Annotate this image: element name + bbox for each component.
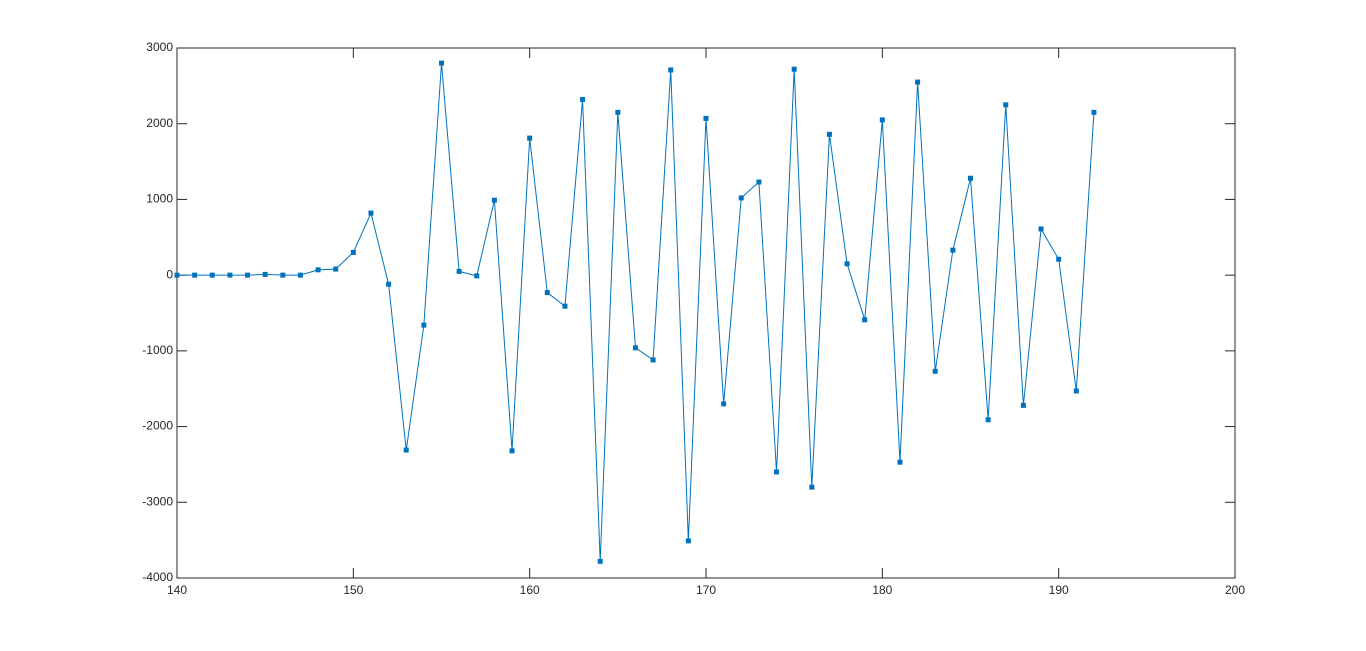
marker — [474, 273, 480, 279]
marker — [280, 272, 286, 278]
y-tick-label: 1000 — [146, 192, 173, 206]
marker — [174, 272, 180, 278]
marker — [421, 322, 427, 328]
x-tick-label: 190 — [1049, 583, 1069, 597]
y-tick-label: -4000 — [142, 570, 173, 584]
marker — [615, 109, 621, 115]
marker — [227, 272, 233, 278]
y-tick-label: -2000 — [142, 419, 173, 433]
y-tick-label: 3000 — [146, 40, 173, 54]
marker — [456, 268, 462, 274]
x-tick-label: 200 — [1225, 583, 1245, 597]
y-tick-label: -1000 — [142, 343, 173, 357]
x-tick-label: 160 — [520, 583, 540, 597]
marker — [844, 261, 850, 267]
marker — [262, 271, 268, 277]
marker — [1091, 109, 1097, 115]
marker — [668, 67, 674, 73]
marker — [756, 179, 762, 185]
marker — [1038, 226, 1044, 232]
marker — [333, 266, 339, 272]
marker — [597, 558, 603, 564]
x-tick-label: 140 — [167, 583, 187, 597]
marker — [580, 96, 586, 102]
marker — [209, 272, 215, 278]
marker — [826, 131, 832, 137]
marker — [897, 459, 903, 465]
marker — [1003, 102, 1009, 108]
marker — [1073, 388, 1079, 394]
marker — [879, 117, 885, 123]
marker — [544, 290, 550, 296]
y-tick-label: 2000 — [146, 116, 173, 130]
marker — [915, 79, 921, 85]
marker — [632, 345, 638, 351]
y-tick-label: -3000 — [142, 494, 173, 508]
marker — [315, 267, 321, 273]
marker — [650, 357, 656, 363]
marker — [809, 484, 815, 490]
marker — [527, 135, 533, 141]
marker — [985, 417, 991, 423]
y-tick-label: 0 — [166, 267, 173, 281]
marker — [386, 281, 392, 287]
marker — [192, 272, 198, 278]
marker — [491, 197, 497, 203]
marker — [562, 303, 568, 309]
marker — [791, 66, 797, 72]
marker — [968, 175, 973, 181]
marker — [297, 272, 303, 278]
marker — [703, 115, 709, 121]
marker — [368, 210, 374, 216]
marker — [950, 247, 956, 253]
marker — [685, 538, 691, 544]
marker — [439, 60, 444, 66]
x-tick-label: 180 — [872, 583, 892, 597]
marker — [245, 272, 251, 278]
marker — [350, 249, 356, 255]
marker — [932, 368, 938, 374]
marker — [738, 195, 744, 201]
plot-frame — [176, 47, 1236, 579]
marker — [403, 447, 409, 453]
marker — [721, 401, 727, 407]
marker — [862, 317, 868, 323]
x-tick-label: 170 — [696, 583, 716, 597]
marker — [1020, 402, 1026, 408]
marker — [509, 448, 515, 454]
x-tick-label: 150 — [343, 583, 363, 597]
marker — [1056, 256, 1062, 262]
marker — [774, 469, 780, 475]
